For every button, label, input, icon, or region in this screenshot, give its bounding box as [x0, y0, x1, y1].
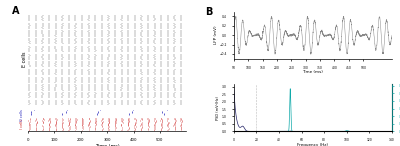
X-axis label: Time (ms): Time (ms) — [302, 70, 323, 74]
X-axis label: Time (ms): Time (ms) — [95, 144, 120, 146]
Text: A: A — [12, 6, 20, 16]
Text: B: B — [205, 7, 213, 17]
Y-axis label: PSD (mV²/Hz): PSD (mV²/Hz) — [216, 96, 220, 120]
Y-axis label: LFP (mV): LFP (mV) — [214, 26, 218, 45]
Text: O cells: O cells — [20, 109, 24, 121]
Text: I cells: I cells — [20, 119, 24, 129]
Y-axis label: E cells: E cells — [22, 51, 27, 67]
X-axis label: Frequency (Hz): Frequency (Hz) — [297, 143, 328, 146]
